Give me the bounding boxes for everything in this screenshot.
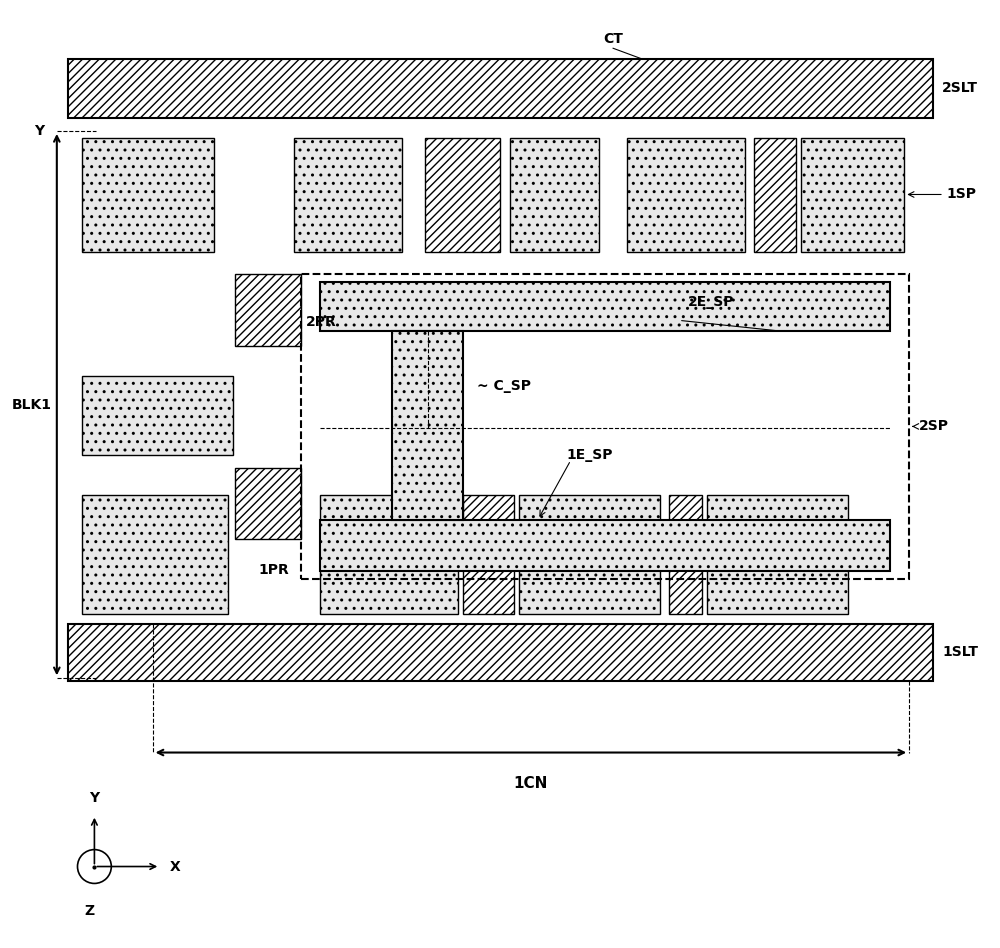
Bar [754,138,796,252]
Text: 1E_SP: 1E_SP [566,448,613,463]
Bar [82,495,228,613]
Text: 1CN: 1CN [514,776,548,791]
Text: Z: Z [85,904,95,918]
Bar [82,375,233,455]
Text: 2E_SP: 2E_SP [688,295,735,308]
Text: 1SLT: 1SLT [942,646,978,660]
Bar [320,495,458,613]
Text: CT: CT [603,32,623,46]
Bar [425,138,500,252]
Bar [82,138,214,252]
Text: 2SLT: 2SLT [942,82,978,96]
Text: Y: Y [89,792,99,806]
Bar [320,520,890,571]
Bar [320,282,890,331]
Bar [68,59,933,118]
Bar [801,138,904,252]
Text: 2SP: 2SP [918,419,948,433]
Bar [392,331,463,520]
Bar [68,624,933,682]
Bar [235,468,301,539]
Text: Y: Y [34,124,45,138]
Bar [510,138,599,252]
Text: 1PR: 1PR [259,563,290,577]
Text: 2PR: 2PR [306,316,337,329]
Bar [235,274,301,346]
Bar [669,495,702,613]
Bar [301,274,909,579]
Bar [463,495,514,613]
Text: ~ C_SP: ~ C_SP [477,379,531,392]
Bar [707,495,848,613]
Bar [294,138,402,252]
Text: BLK1: BLK1 [12,397,52,411]
Bar [519,495,660,613]
Text: X: X [170,860,180,873]
Bar [627,138,745,252]
Text: 1SP: 1SP [908,188,977,202]
